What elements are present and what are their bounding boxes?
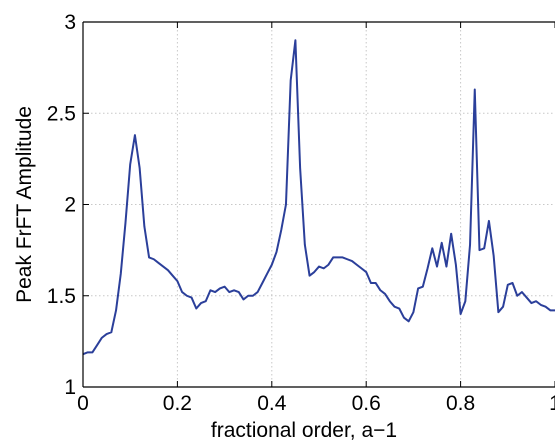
- x-tick-label: 0: [77, 392, 89, 415]
- y-tick-label: 1: [64, 376, 76, 399]
- x-tick-label: 1: [549, 392, 555, 415]
- x-tick-label: 0.2: [163, 392, 192, 415]
- series-layer: [82, 39, 555, 356]
- x-tick-label: 0.6: [352, 392, 381, 415]
- y-tick-label: 1.5: [47, 285, 76, 308]
- x-axis-label: fractional order, a−1: [211, 419, 397, 442]
- series-line-0: [82, 39, 555, 356]
- grid-lines: [83, 22, 555, 387]
- x-tick-label: 0.8: [446, 392, 475, 415]
- axes: [82, 21, 555, 388]
- x-tick-label: 0.4: [257, 392, 287, 415]
- y-tick-label: 2: [64, 194, 76, 217]
- tick-labels: 0 0.2 0.4 0.6 0.8 1 1 1.5 2 2.5 3: [47, 11, 555, 415]
- y-tick-label: 3: [64, 11, 76, 34]
- y-axis-label: Peak FrFT Amplitude: [13, 106, 36, 303]
- y-tick-label: 2.5: [47, 102, 76, 125]
